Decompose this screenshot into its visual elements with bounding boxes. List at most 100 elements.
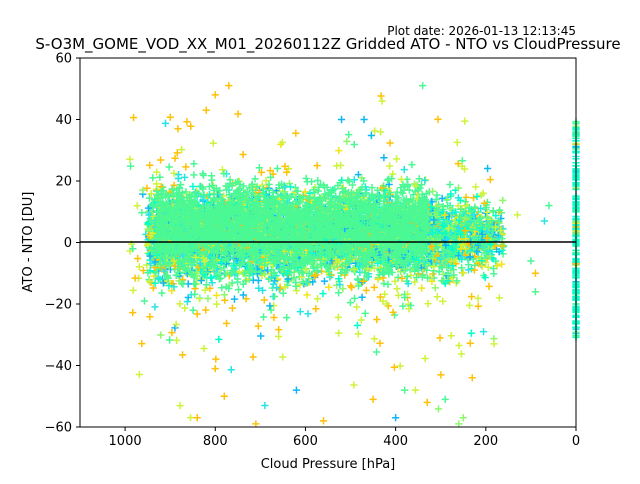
data-point-marker (190, 171, 198, 179)
data-point-marker (139, 266, 148, 275)
data-point-marker (242, 295, 250, 303)
data-point-marker (313, 162, 321, 170)
data-point-marker (499, 196, 507, 204)
data-point-marker (436, 334, 444, 342)
data-point-marker (239, 291, 247, 299)
data-point-marker (140, 297, 149, 305)
data-point-marker (202, 306, 210, 314)
data-point-marker (466, 339, 474, 347)
data-point-marker (418, 284, 426, 292)
data-point-marker (193, 310, 201, 318)
data-point-marker (186, 414, 195, 422)
data-point-marker (421, 354, 429, 363)
data-point-marker (350, 294, 359, 302)
data-point-marker (158, 289, 166, 297)
data-point-marker (454, 160, 462, 168)
data-point-marker (383, 300, 391, 308)
data-point-marker (358, 293, 366, 301)
data-point-marker (396, 362, 404, 370)
plot-date: Plot date: 2026-01-13 12:13:45 (387, 24, 576, 38)
data-point-marker (146, 313, 154, 321)
data-point-marker (499, 250, 507, 258)
data-point-marker (498, 260, 506, 268)
data-point-marker (361, 309, 369, 317)
data-point-marker (146, 161, 154, 169)
data-point-marker (446, 180, 454, 189)
data-point-marker (258, 181, 266, 189)
data-point-marker (334, 313, 342, 321)
data-point-marker (348, 283, 356, 292)
data-point-marker (485, 282, 493, 290)
data-point-marker (267, 306, 275, 314)
data-point-marker (391, 277, 399, 285)
data-point-marker (399, 302, 407, 310)
data-point-marker (134, 254, 142, 263)
data-point-marker (455, 341, 463, 350)
data-point-marker (176, 401, 184, 410)
data-point-marker (200, 344, 208, 353)
data-point-marker (157, 156, 165, 164)
data-point-marker (222, 319, 231, 327)
data-point-marker (171, 324, 179, 332)
data-point-marker (377, 92, 385, 100)
data-point-marker (178, 146, 186, 154)
data-point-marker (384, 280, 392, 288)
data-point-marker (153, 168, 161, 176)
data-point-marker (206, 284, 214, 292)
data-point-marker (354, 330, 362, 338)
data-point-marker (371, 127, 379, 135)
data-point-marker (357, 316, 365, 324)
data-point-marker (370, 335, 378, 343)
data-point-marker (312, 305, 320, 313)
data-point-marker (292, 129, 300, 137)
data-point-marker (279, 289, 287, 297)
data-point-marker (343, 137, 351, 145)
data-point-marker (165, 163, 173, 171)
points-layer (126, 82, 580, 428)
data-point-marker (145, 194, 154, 202)
data-point-marker (270, 292, 279, 301)
data-point-marker (174, 125, 182, 133)
data-point-marker (178, 351, 187, 359)
data-point-marker (467, 329, 475, 337)
data-point-marker (362, 286, 370, 294)
data-point-marker (353, 303, 361, 311)
data-point-marker (380, 154, 388, 162)
data-point-marker (166, 336, 174, 344)
data-point-marker (131, 274, 139, 282)
data-point-marker (215, 335, 223, 343)
data-point-marker (283, 314, 291, 322)
data-point-marker (431, 284, 439, 292)
data-point-marker (139, 186, 147, 194)
data-point-marker (275, 332, 283, 341)
data-point-marker (135, 370, 143, 379)
data-point-marker (181, 173, 189, 182)
data-point-marker (462, 193, 470, 201)
data-point-marker (376, 293, 384, 301)
data-point-marker (170, 181, 178, 189)
data-point-marker (129, 114, 138, 122)
data-point-marker (257, 168, 265, 176)
data-point-marker (453, 138, 461, 146)
data-point-marker (438, 194, 446, 202)
data-point-marker (335, 329, 343, 337)
data-point-marker (353, 321, 362, 329)
data-point-marker (270, 313, 278, 322)
data-point-marker (303, 291, 311, 299)
data-point-marker (176, 300, 184, 308)
data-point-marker (437, 371, 445, 379)
data-point-marker (486, 176, 494, 184)
data-point-marker (336, 161, 345, 170)
chart-title: S-O3M_GOME_VOD_XX_M01_20260112Z Gridded … (35, 35, 620, 54)
data-point-marker (403, 273, 411, 281)
data-point-marker (373, 315, 381, 324)
data-point-marker (390, 363, 398, 371)
data-point-marker (255, 284, 263, 292)
data-point-marker (283, 168, 291, 176)
data-point-marker (380, 279, 388, 288)
data-point-marker (149, 284, 157, 292)
data-point-marker (151, 303, 159, 311)
data-point-marker (129, 286, 137, 294)
data-point-marker (474, 294, 482, 302)
